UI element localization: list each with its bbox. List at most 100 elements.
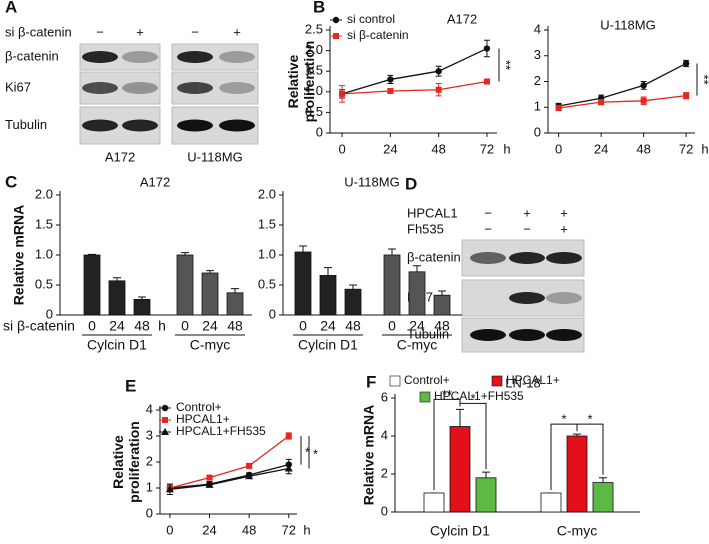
y-tick-label: 0 [534,124,541,139]
blot-header: Fh535 [407,221,444,236]
blot-band [122,51,158,63]
blot-row-label: Tubulin [407,326,449,341]
y-tick-label: 2 [534,73,541,88]
point [161,428,169,435]
point [640,82,647,89]
x-tick-label: 0 [555,141,562,156]
error-bar [113,277,121,281]
x-tick-label: C-myc [557,523,597,539]
blot-row-label: Tubulin [5,117,47,132]
x-tick-label: 24 [202,522,216,537]
panel-label: A [5,0,17,16]
error-bar [388,248,396,255]
blot-band [82,51,118,63]
bracket [576,423,604,475]
y-tick-label: 2.0 [258,186,276,201]
point [435,86,442,93]
point [555,105,562,112]
y-tick-label: 1.5 [305,63,323,78]
annotation: ** [442,387,452,402]
legend-label: si control [347,12,395,26]
chart-title: U-118MG [344,174,399,189]
y-tick-label: 1 [146,479,153,494]
bar [540,492,562,513]
annotation: * [587,412,592,427]
error-bar [231,288,239,293]
bar [592,482,614,513]
error-bar [349,284,357,290]
y-tick-label: 0.5 [258,276,276,291]
y-axis-label: Relative mRNA [11,205,27,305]
y-tick-label: 4 [381,427,388,442]
series-line [342,80,488,95]
blot-caption: LN-18 [505,375,540,390]
x-tick-label: 72 [679,141,693,156]
bar [433,294,451,316]
point [598,99,605,106]
legend-label: HPCAL1+ [506,373,560,387]
error-bar [599,477,607,483]
x-tick-label: 72 [480,141,494,156]
panel-label: B [313,0,325,16]
x-tick-label: 48 [434,318,450,334]
x-tick-label: 48 [636,141,650,156]
blot-band [509,329,545,341]
error-bar [456,408,464,427]
panel-label: D [405,174,417,193]
error-bar [438,290,446,296]
y-tick-label: 3 [534,47,541,62]
x-prefix: si β-catenin [3,318,75,334]
bar [319,274,337,316]
bar [176,254,194,316]
x-tick-label: 0 [388,318,396,334]
blot-caption: A172 [105,149,135,164]
blot-band [122,82,158,94]
blot-caption: U-118MG [187,149,242,164]
x-tick-label: 48 [134,318,150,334]
blot-row-label: Ki67 [5,79,31,94]
series-line [169,435,290,489]
annotation: * [561,412,566,427]
x-tick-label: 24 [383,141,397,156]
blot-lane-mark: − [191,24,199,39]
legend-swatch [419,391,431,403]
bar [408,271,426,316]
panel-label: F [366,372,376,391]
blot-band [470,329,506,341]
y-tick-label: 2 [381,465,388,480]
annotation: * [305,445,310,460]
bar [108,280,126,316]
blot-band [219,119,255,132]
blot-lane-mark: − [484,205,492,220]
blot-band [82,82,118,94]
point [333,33,339,39]
x-tick-label: 24 [202,318,218,334]
blot-band [177,82,213,94]
series-line [341,47,488,95]
error-bar [413,265,421,272]
panel-label: C [5,172,17,191]
y-tick-label: 4 [534,21,541,36]
bar [423,492,445,513]
y-axis-label: Relativeproliferation [110,421,142,503]
annotation: * [470,391,475,406]
blot-lane-mark: − [96,24,104,39]
bar [449,426,471,513]
blot-band [509,292,545,304]
point [483,78,490,85]
y-tick-label: 0 [381,503,388,518]
blot-band [509,252,545,264]
bar [566,435,588,513]
point [683,92,690,99]
y-tick-label: 2.0 [305,42,323,57]
group-label: C-myc [190,337,230,353]
annotation: ** [697,75,709,85]
blot-lane-mark: + [233,24,241,39]
y-tick-label: 0.5 [35,276,53,291]
legend-label: HPCAL1+FH535 [176,424,266,438]
y-tick-label: 1.0 [35,246,53,261]
x-axis-label: h [303,522,310,537]
y-tick-label: 0 [316,124,323,139]
group-label: Cylcin D1 [298,337,358,353]
error-bar [299,245,307,252]
